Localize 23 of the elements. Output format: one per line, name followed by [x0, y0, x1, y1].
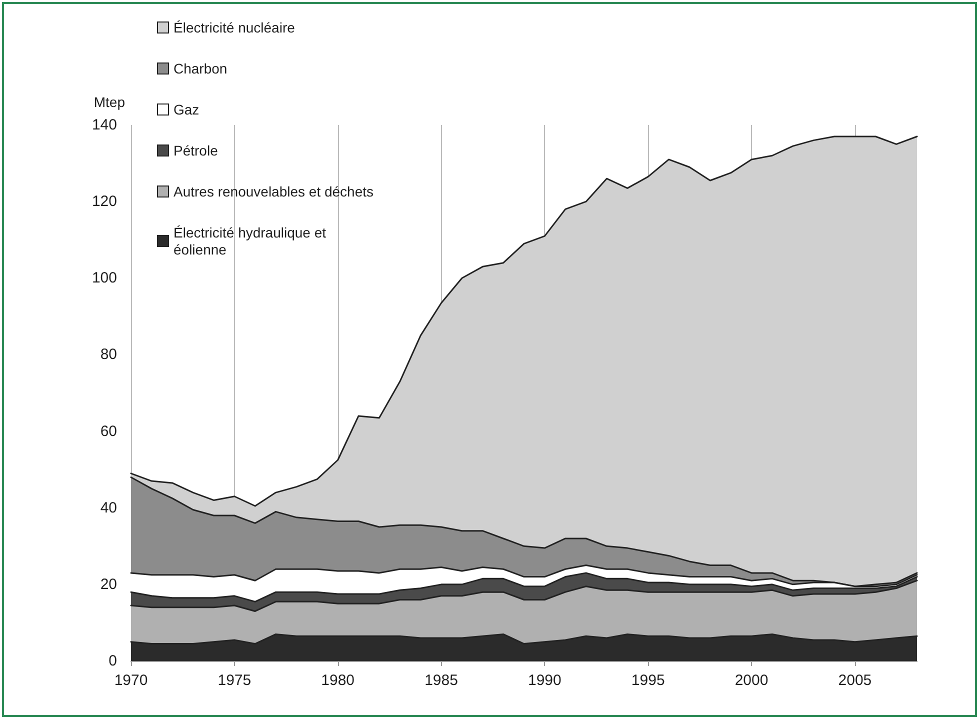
legend-label: Charbon	[174, 60, 228, 76]
x-tick-label: 1990	[528, 672, 562, 689]
legend-label: Électricité nucléaire	[174, 20, 296, 36]
y-tick-label: 80	[100, 346, 117, 364]
x-tick-label: 2000	[734, 672, 768, 689]
x-tick-label: 1985	[424, 672, 458, 689]
y-tick-label: 120	[92, 193, 117, 210]
y-tick-label: 40	[100, 499, 117, 516]
y-tick-label: 20	[100, 576, 117, 593]
y-tick-label: 60	[100, 422, 117, 440]
legend-label: Gaz	[174, 102, 200, 118]
legend-label: Électricité hydraulique et éolienne	[174, 224, 330, 258]
x-tick-label: 1970	[114, 672, 148, 689]
x-tick-label: 1980	[321, 672, 355, 689]
legend-label: Pétrole	[174, 142, 218, 158]
y-axis-title: Mtep	[94, 94, 126, 110]
x-tick-label: 1975	[218, 672, 252, 689]
y-tick-label: 0	[108, 652, 117, 670]
legend-label: Autres renouvelables et déchets	[174, 184, 374, 200]
y-tick-label: 100	[92, 270, 117, 287]
x-tick-label: 2005	[838, 672, 872, 689]
y-tick-label: 140	[92, 116, 117, 134]
x-tick-label: 1995	[631, 672, 665, 689]
